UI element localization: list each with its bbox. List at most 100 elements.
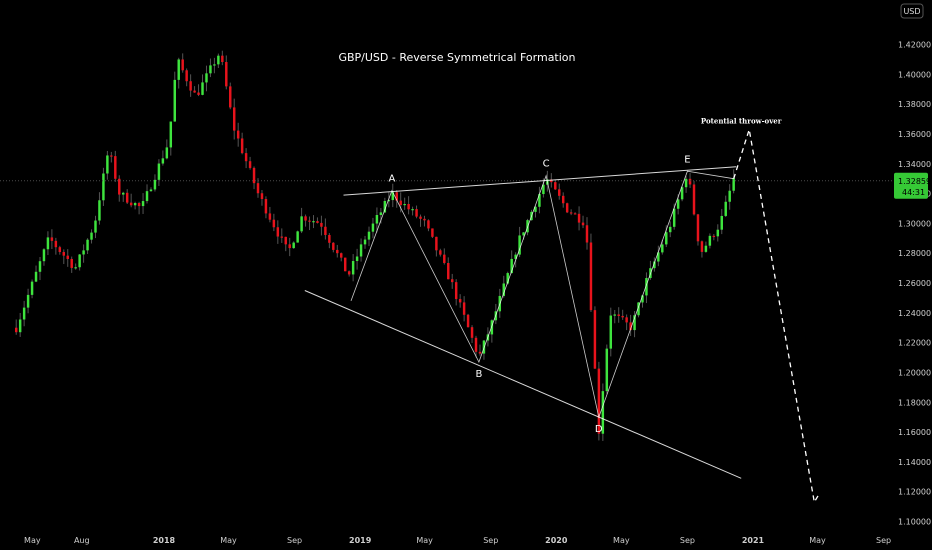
candle-body [197,92,200,95]
candle [490,319,494,343]
candle [161,150,165,166]
y-tick-label: 1.30000 [898,219,931,228]
candle-body [229,86,232,108]
candle-body [14,327,18,333]
candle [296,230,299,243]
candle-body [454,282,458,300]
candle [534,205,537,218]
candle-body [585,225,589,243]
candle-body [379,212,383,215]
candle-body [189,81,192,91]
candle-body [70,258,73,268]
candle [669,221,672,238]
candle [510,250,513,274]
candle [712,234,716,241]
candle-body [474,337,478,352]
candle-body [46,237,50,250]
candle-body [110,155,113,157]
candle-body [704,245,708,252]
candle [399,192,402,213]
candle [336,244,339,258]
candle-body [641,295,644,303]
y-tick-label: 1.14000 [898,458,931,467]
candle [42,248,46,266]
candle-body [732,177,735,191]
pattern-point-a: A [388,174,395,185]
candle-body [427,220,430,229]
candle [538,186,541,214]
candle [367,226,371,247]
y-tick-label: 1.28000 [898,249,931,258]
candle [554,180,557,190]
candle-body [470,327,474,338]
candle [14,319,18,335]
candle-body [613,314,616,316]
candle [403,197,406,210]
candle [565,202,569,214]
candle [70,256,73,273]
candle [66,249,69,267]
candle [193,86,196,93]
candle [684,175,688,193]
candle [90,229,93,244]
candle-body [225,62,228,87]
candle [359,238,363,262]
candle [462,296,466,322]
candle [114,150,117,182]
x-tick-label: Aug [74,536,90,545]
candle [621,309,624,320]
pattern-point-b: B [475,369,482,380]
candle [700,240,704,258]
candle [94,215,97,239]
candle [625,314,628,331]
candle-body [419,216,422,219]
candle [221,50,224,66]
candle-body [343,257,347,272]
candle [343,257,347,272]
candle-body [300,216,303,232]
candle [696,213,700,246]
candle [304,214,307,227]
candle [54,237,58,255]
candle-body [383,200,387,213]
candle [692,180,696,216]
candle [573,212,577,215]
candle [431,228,434,239]
x-tick-label: 2018 [153,536,176,545]
candle [435,236,438,257]
x-tick-label: Sep [483,536,498,545]
candle-body [157,163,161,180]
candle [447,257,450,280]
candle [657,245,660,267]
x-tick-label: 2021 [742,536,765,545]
candle [661,239,664,255]
x-tick-label: Sep [876,536,891,545]
candle-body [423,218,426,221]
candle [316,217,319,224]
candle [312,215,315,229]
candle-body [304,216,307,221]
candle-body [653,261,656,269]
candle-body [538,194,541,207]
y-tick-label: 1.26000 [898,279,931,288]
currency-badge[interactable]: USD [900,3,924,19]
candle-body [518,235,521,255]
candle-body [264,199,268,214]
candle-body [94,220,97,233]
candle [474,335,478,358]
time-axis[interactable]: May Aug 2018 May Sep 2019 May Sep 2020 May Sep 2021… [24,536,891,545]
candle-body [133,203,137,206]
candle-body [431,228,434,237]
candle [720,208,723,235]
candle [561,192,565,208]
candle-body [193,90,196,93]
candle-body [561,195,565,204]
candle-body [661,244,664,253]
candle [347,270,351,277]
candle [308,216,311,231]
candle [391,183,394,208]
candle [597,361,601,441]
candle [300,207,303,234]
